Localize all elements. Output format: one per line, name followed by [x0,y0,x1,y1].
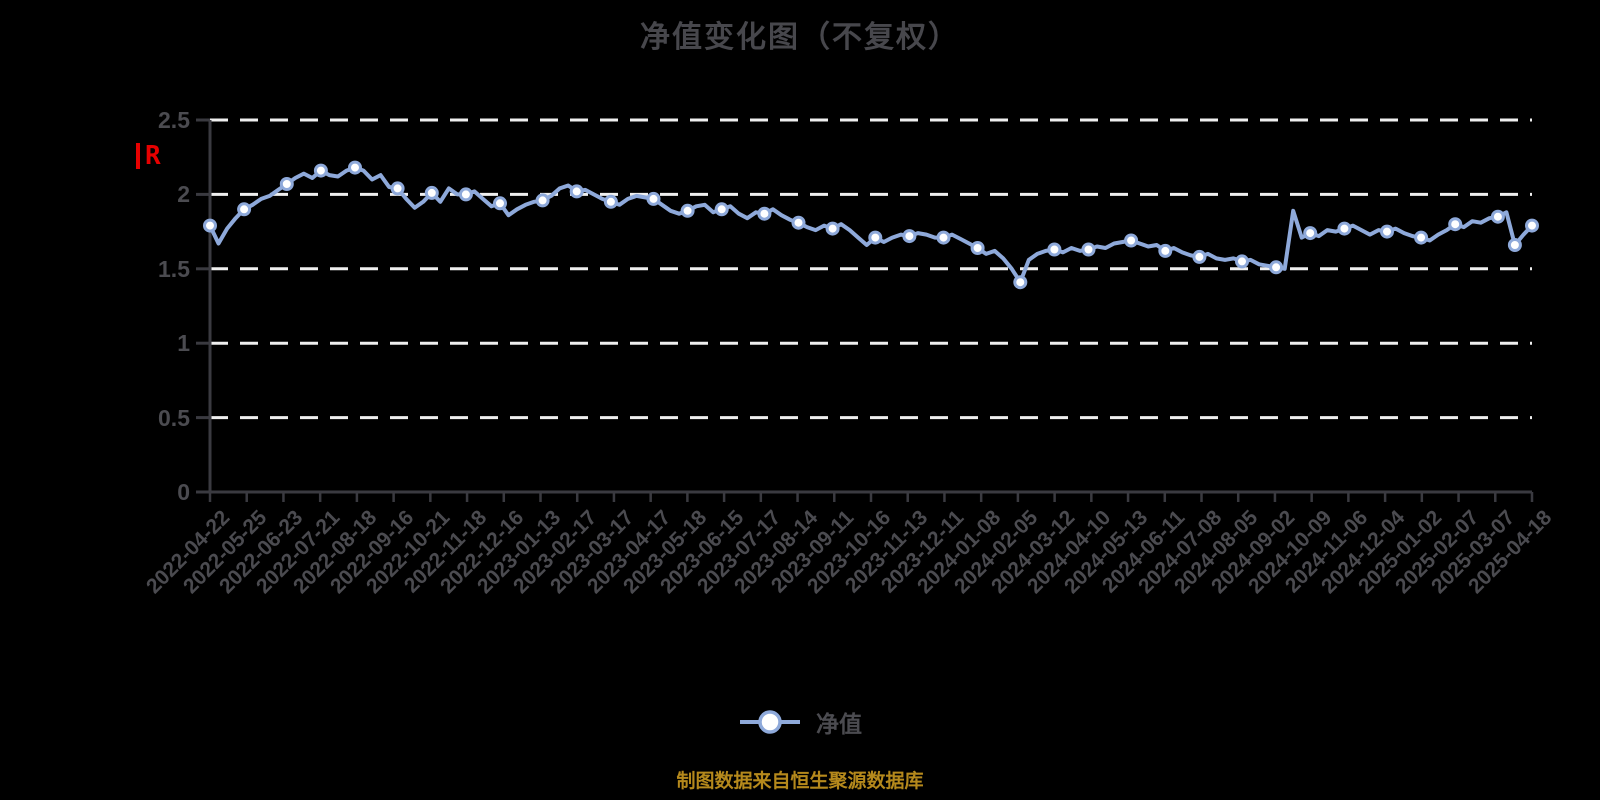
y-tick-label: 1.5 [158,255,190,282]
data-point-marker [1303,226,1318,241]
net-value-line [208,165,1534,285]
data-point-marker [757,206,772,221]
data-point-marker [279,177,294,191]
data-point-marker [390,181,405,196]
data-point-marker [1013,275,1028,290]
y-tick-label: 0.5 [158,404,190,431]
legend-label: 净值 [816,711,862,737]
data-point-marker [970,241,985,255]
data-point-marker [603,194,618,209]
data-point-marker [348,160,362,175]
data-point-marker [569,184,584,199]
y-tick-label: 2 [177,181,190,208]
data-point-marker [791,215,806,230]
data-point-marker [825,221,840,236]
data-point-marker [424,185,439,200]
chart-title: 净值变化图（不复权） [640,21,960,54]
watermark-letter: R [145,141,161,171]
data-point-marker [458,187,473,202]
data-point-marker [1448,217,1463,232]
data-point-marker [646,191,661,206]
data-point-marker [313,163,328,178]
data-point-marker [680,203,695,218]
data-point-marker [1507,238,1522,252]
data-point-marker [1490,209,1505,224]
data-point-marker [1047,242,1062,257]
data-point-marker [936,230,951,245]
data-point-marker [535,193,550,208]
legend-circle [758,710,782,734]
data-point-marker [1081,242,1096,257]
legend: 净值 [0,704,1600,740]
data-point-marker [868,230,883,245]
y-tick-label: 2.5 [158,107,190,133]
data-point-marker [1192,249,1207,264]
data-point-marker [902,229,917,244]
y-tick-label: 1 [177,330,190,357]
data-point-marker [1414,230,1429,245]
watermark-r-logo: R [136,143,161,169]
data-point-marker [1525,218,1539,233]
data-point-marker [1337,221,1352,236]
legend-marker-icon [740,710,800,734]
data-point-marker [1158,243,1173,258]
data-source-note: 制图数据来自恒生聚源数据库 [676,771,924,792]
data-point-marker [203,218,217,233]
data-point-marker [1380,224,1394,239]
data-point-marker [1269,260,1284,275]
y-tick-label: 0 [177,479,190,505]
data-point-marker [1235,254,1249,269]
data-point-marker [1124,233,1139,248]
data-point-marker [493,196,507,211]
data-point-marker [714,202,729,217]
data-point-marker [237,202,252,217]
